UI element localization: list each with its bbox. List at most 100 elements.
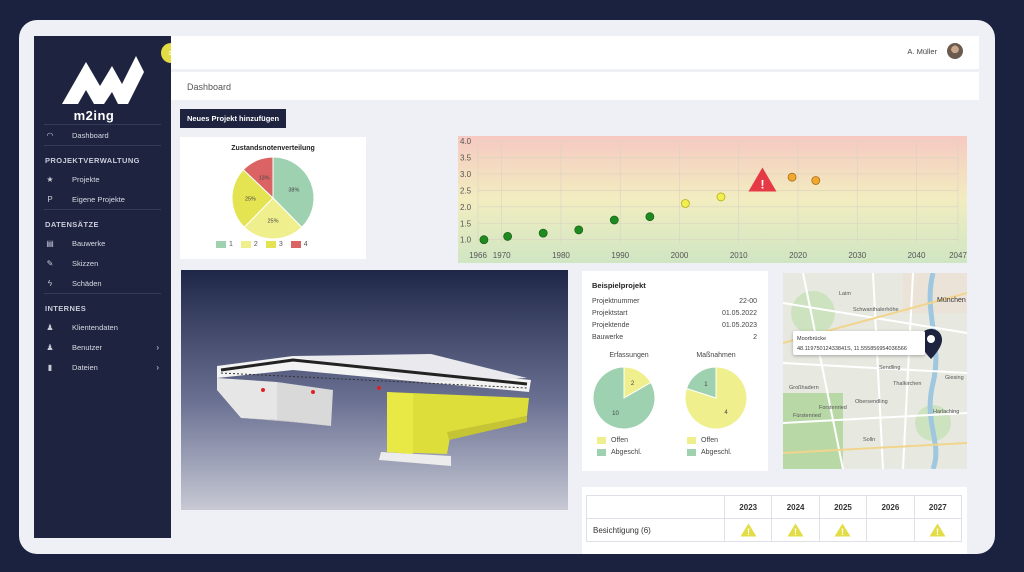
sidebar-item-dashboard[interactable]: ◠ Dashboard bbox=[34, 125, 171, 145]
sidebar-item-projekte[interactable]: ★ Projekte bbox=[34, 169, 171, 189]
x-tick-label: 1980 bbox=[552, 251, 570, 260]
menu-icon: ≡ bbox=[168, 48, 173, 58]
x-tick-label: 1990 bbox=[611, 251, 629, 260]
map-label: Obersendling bbox=[855, 399, 888, 405]
map-label: Harlaching bbox=[933, 409, 960, 415]
erfassungen-legend-open: Offen bbox=[597, 437, 628, 444]
legend-label: 1 bbox=[229, 241, 233, 248]
topbar: A. Müller bbox=[171, 36, 979, 69]
legend-label: Abgeschl. bbox=[611, 449, 642, 456]
edit-icon: ✎ bbox=[46, 258, 54, 268]
schedule-table: 2023 2024 2025 2026 2027 Besichtigung (6… bbox=[586, 495, 963, 542]
sidebar-nav: ◠ Dashboard PROJEKTVERWALTUNG ★ Projekte… bbox=[34, 124, 171, 377]
project-row-start: Projektstart 01.05.2022 bbox=[592, 310, 757, 317]
chevron-right-icon: › bbox=[156, 362, 159, 372]
warning-icon[interactable]: ! bbox=[787, 523, 804, 537]
section-datensaetze: DATENSÄTZE bbox=[45, 220, 99, 229]
person-icon: ♟ bbox=[46, 342, 54, 352]
map-popup-coords: 48.11975012433841S, 11.555856954036566 bbox=[797, 346, 907, 352]
map-tiles bbox=[783, 273, 967, 469]
sidebar-item-dateien[interactable]: ▮ Dateien › bbox=[34, 357, 171, 377]
table-row[interactable]: Besichtigung (6) ! ! ! ! bbox=[586, 518, 963, 542]
data-point[interactable] bbox=[645, 212, 655, 222]
project-row-number: Projektnummer 22-00 bbox=[592, 298, 757, 305]
sidebar-item-label: Benutzer bbox=[72, 342, 103, 352]
add-project-button[interactable]: Neues Projekt hinzufügen bbox=[180, 109, 286, 128]
dashboard-icon: ◠ bbox=[46, 130, 54, 140]
y-tick-label: 1.0 bbox=[460, 236, 472, 245]
pie-slice bbox=[684, 366, 748, 430]
warning-icon[interactable]: ! bbox=[834, 523, 851, 537]
massnahmen-pie-chart: 41 bbox=[684, 366, 748, 430]
legend-label: Offen bbox=[701, 437, 718, 444]
data-point[interactable] bbox=[609, 215, 619, 225]
x-tick-label: 1966 bbox=[469, 251, 487, 260]
pie-slice-label: 25% bbox=[245, 196, 256, 202]
schedule-cell: ! bbox=[771, 518, 820, 542]
pie-slice-label: 25% bbox=[267, 219, 278, 225]
data-point[interactable] bbox=[787, 172, 797, 182]
svg-text:!: ! bbox=[936, 527, 939, 537]
x-tick-label: 1970 bbox=[493, 251, 511, 260]
sidebar-item-skizzen[interactable]: ✎ Skizzen bbox=[34, 253, 171, 273]
bridge-3d-viewer[interactable] bbox=[181, 270, 568, 510]
x-tick-label: 2020 bbox=[789, 251, 807, 260]
map-view[interactable]: Laim München Schwanthalerhöhe Sendling F… bbox=[783, 273, 967, 469]
sidebar-item-label: Eigene Projekte bbox=[72, 194, 125, 204]
page-title: Dashboard bbox=[187, 82, 232, 92]
pie-slice bbox=[231, 168, 274, 228]
schedule-cell bbox=[866, 518, 915, 542]
data-point[interactable] bbox=[681, 199, 690, 208]
warning-icon[interactable]: ! bbox=[740, 523, 757, 537]
y-tick-label: 1.5 bbox=[460, 219, 472, 228]
pie-slice-label: 10 bbox=[612, 411, 619, 417]
row-value: 01.05.2022 bbox=[721, 310, 757, 317]
pie-slice-label: 13% bbox=[259, 175, 270, 181]
user-name[interactable]: A. Müller bbox=[907, 47, 937, 56]
m2ing-logo bbox=[62, 56, 144, 104]
sidebar-item-label: Schäden bbox=[72, 278, 102, 288]
sidebar-item-benutzer[interactable]: ♟ Benutzer › bbox=[34, 337, 171, 357]
legend-label: 2 bbox=[253, 241, 258, 248]
data-point[interactable] bbox=[538, 228, 548, 238]
massnahmen-legend-closed: Abgeschl. bbox=[687, 449, 732, 456]
data-point[interactable] bbox=[503, 232, 513, 241]
section-internes: INTERNES bbox=[45, 304, 87, 313]
row-label: Projektstart bbox=[592, 310, 628, 317]
row-value: 22-00 bbox=[739, 298, 757, 305]
sidebar-item-klientendaten[interactable]: ♟ Klientendaten bbox=[34, 317, 171, 337]
x-tick-label: 2030 bbox=[848, 251, 866, 260]
schedule-cell: ! bbox=[913, 518, 963, 542]
pie-slice bbox=[272, 156, 315, 228]
schedule-card: 2023 2024 2025 2026 2027 Besichtigung (6… bbox=[582, 487, 967, 554]
x-tick-label: 2000 bbox=[671, 251, 689, 260]
map-popup-title: Moorbrücke bbox=[797, 336, 827, 342]
table-header-year: 2025 bbox=[818, 495, 868, 519]
data-point[interactable] bbox=[716, 192, 726, 202]
pie-slice-label: 38% bbox=[288, 187, 299, 193]
sidebar-item-label: Klientendaten bbox=[72, 322, 118, 332]
warning-icon[interactable]: ! bbox=[929, 523, 946, 537]
row-value: 2 bbox=[753, 334, 757, 341]
map-label: Großhadern bbox=[789, 385, 819, 391]
table-header-year: 2026 bbox=[866, 495, 915, 519]
sidebar-item-eigene-projekte[interactable]: P Eigene Projekte bbox=[34, 189, 171, 209]
data-point[interactable] bbox=[479, 235, 489, 245]
chevron-right-icon: › bbox=[156, 342, 159, 352]
y-tick-label: 3.0 bbox=[460, 170, 472, 179]
legend-swatch-3 bbox=[265, 241, 276, 248]
sidebar-item-label: Skizzen bbox=[72, 258, 99, 268]
sidebar-item-schaeden[interactable]: ϟ Schäden bbox=[34, 273, 171, 293]
bolt-icon: ϟ bbox=[47, 278, 53, 288]
legend-label: 4 bbox=[303, 241, 308, 248]
avatar[interactable] bbox=[947, 43, 963, 59]
legend-swatch-1 bbox=[216, 241, 226, 248]
svg-text:!: ! bbox=[747, 527, 750, 537]
data-point[interactable] bbox=[811, 176, 821, 185]
warning-icon-mark: ! bbox=[760, 177, 764, 191]
data-point[interactable] bbox=[574, 225, 584, 235]
pie-slice bbox=[242, 156, 274, 200]
sidebar-item-bauwerke[interactable]: ▤ Bauwerke bbox=[34, 233, 171, 253]
map-label: Laim bbox=[839, 291, 851, 297]
map-label: Forstenried bbox=[819, 405, 847, 411]
